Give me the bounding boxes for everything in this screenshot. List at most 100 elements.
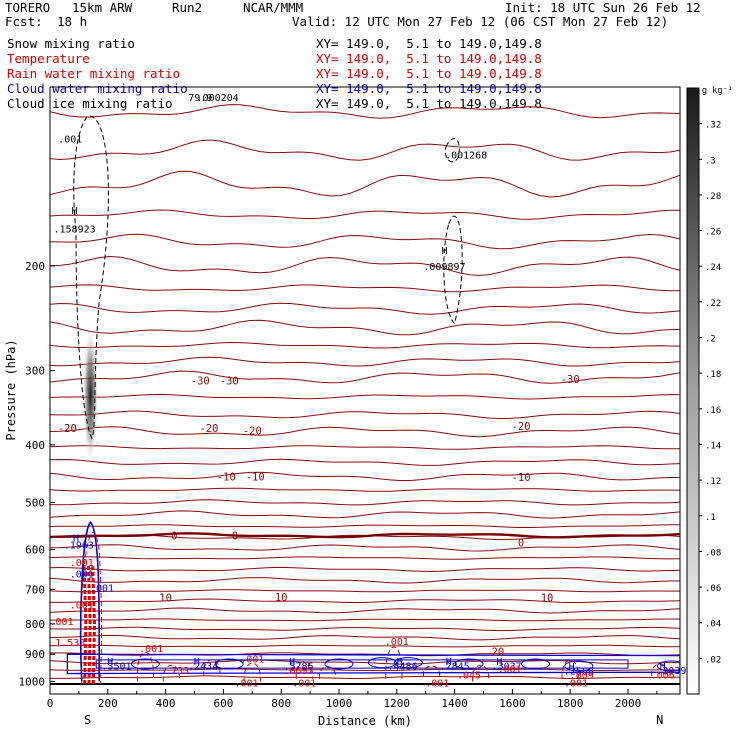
isotherm-line <box>50 618 680 622</box>
cloud-water-contour <box>66 653 680 675</box>
rain-contour <box>136 651 154 682</box>
x-axis-label: Distance (km) <box>318 714 412 728</box>
isotherm-line <box>50 634 680 641</box>
isotherm-line <box>50 104 680 119</box>
field-xy-range: XY= 149.0, 5.1 to 149.0,149.8 <box>316 51 542 66</box>
x-tick-label: 600 <box>213 697 233 710</box>
extremum-label: .001268 <box>445 151 487 162</box>
rain-label: .001 <box>240 654 264 665</box>
isotherm-line <box>50 598 680 603</box>
isotherm-line <box>50 544 680 552</box>
rain-column-contour <box>82 566 88 685</box>
rain-label: .001 <box>425 679 449 690</box>
cloud-water-label: .3501 <box>101 661 131 672</box>
isotherm-line <box>50 458 680 466</box>
init-time: Init: 18 UTC Sun 26 Feb 12 <box>505 0 701 15</box>
colorbar-tick-label: .26 <box>705 228 721 238</box>
plot-frame <box>49 86 681 695</box>
extremum-label: .158923 <box>53 224 95 235</box>
cloud-water-label: .2568 <box>564 666 594 677</box>
colorbar-tick-label: .08 <box>705 548 721 558</box>
y-tick-label: 300 <box>25 365 45 378</box>
isotherm-label: -10 <box>217 471 236 483</box>
isotherm-line <box>50 668 680 672</box>
field-name: Cloud water mixing ratio <box>7 81 188 96</box>
y-tick-label: 200 <box>25 260 45 273</box>
forecast-label: Fcst: <box>5 14 43 29</box>
colorbar-tick-label: .14 <box>705 441 721 451</box>
snow-contour <box>443 215 463 325</box>
isotherm-label: 10 <box>275 592 288 604</box>
y-tick-label: 500 <box>25 496 45 509</box>
rain-label: .009 <box>570 670 594 681</box>
isotherm-label: 0 <box>232 530 238 542</box>
isotherm-line <box>50 410 680 420</box>
cloud-water-contour <box>656 660 680 672</box>
isotherm-line <box>50 319 680 336</box>
cloud-water-contour <box>393 657 423 669</box>
cloud-water-label: H <box>289 657 295 668</box>
org-label: NCAR/MMM <box>243 0 304 15</box>
isotherm-label: -10 <box>512 472 531 484</box>
cloud-water-contour <box>130 658 160 670</box>
x-tick-label: 1000 <box>326 697 353 710</box>
cloud-water-label: H <box>660 661 666 672</box>
colorbar-tick-label: .02 <box>705 655 721 665</box>
field-name: Temperature <box>7 51 90 66</box>
isotherm-line <box>50 510 680 519</box>
isotherm-label: -20 <box>199 423 218 435</box>
snow-contour <box>444 138 460 163</box>
x-tick-label: 2000 <box>615 697 642 710</box>
valid-time: Valid: 12 UTC Mon 27 Feb 12 (06 CST Mon … <box>292 14 669 29</box>
y-tick-label: 900 <box>25 648 45 661</box>
isotherm-label: -10 <box>246 471 265 483</box>
resolution-label: 15km ARW <box>72 0 133 15</box>
extremum-label: .000204 <box>197 93 239 104</box>
isotherm-line <box>50 556 680 560</box>
isotherm-line <box>50 284 680 293</box>
cloud-water-label: H <box>496 657 502 668</box>
rain-label: .006 <box>651 670 675 681</box>
y-tick-label: 400 <box>25 439 45 452</box>
cloud-water-label: .5786 <box>283 661 313 672</box>
isotherm-label: -30 <box>191 376 210 388</box>
cloud-water-contour <box>564 660 594 672</box>
x-tick-label: 400 <box>156 697 176 710</box>
rain-label: .001 <box>564 679 588 690</box>
rain-label: .001 <box>70 558 94 569</box>
field-name: Rain water mixing ratio <box>7 66 181 81</box>
extremum-label: H <box>441 246 447 257</box>
rain-label: .001 <box>139 644 163 655</box>
isotherm-label: 0 <box>171 530 177 542</box>
isotherm-line <box>50 589 680 593</box>
cloud-water-contour <box>79 521 100 682</box>
x-tick-label: 1200 <box>384 697 411 710</box>
south-endpoint-label: S <box>84 713 91 727</box>
x-tick-label: 800 <box>271 697 291 710</box>
zero-isotherm <box>50 532 680 539</box>
y-tick-label: 1000 <box>19 675 46 688</box>
isotherm-label: 0 <box>518 538 524 550</box>
model-name: TORERO <box>5 0 51 15</box>
isotherm-line <box>50 209 680 220</box>
isotherm-line <box>50 170 680 198</box>
field-xy-range: XY= 149.0, 5.1 to 149.0,149.8 <box>316 66 542 81</box>
isotherm-line <box>50 255 680 276</box>
cloud-water-contour <box>454 658 484 670</box>
extremum-label: H <box>72 206 78 217</box>
field-xy-range: XY= 149.0, 5.1 to 149.0,149.8 <box>316 36 542 51</box>
field-name: Cloud ice mixing ratio <box>7 96 173 111</box>
rain-contour <box>422 665 440 677</box>
isotherm-line <box>50 566 680 573</box>
colorbar-tick-label: .12 <box>705 477 721 487</box>
cloud-water-contour <box>521 658 551 670</box>
isotherm-label: 10 <box>541 592 554 604</box>
cloud-water-contour <box>214 658 244 670</box>
cloud-water-label: .2845 <box>440 661 470 672</box>
rain-label: .001 <box>50 617 74 628</box>
y-tick-label: 800 <box>25 618 45 631</box>
north-endpoint-label: N <box>656 713 663 727</box>
colorbar-tick-label: .06 <box>705 584 721 594</box>
y-tick-label: 600 <box>25 544 45 557</box>
